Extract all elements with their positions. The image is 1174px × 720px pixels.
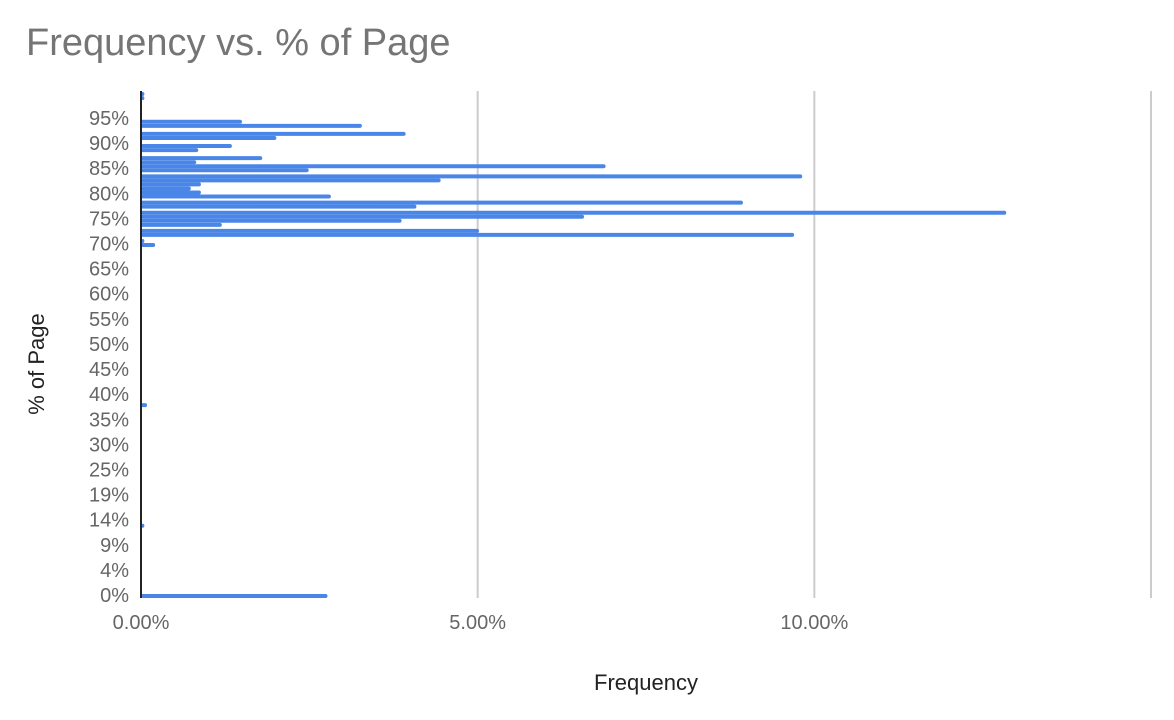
bar (141, 178, 441, 183)
bar (141, 168, 309, 173)
bar (141, 228, 480, 233)
bar (141, 232, 795, 237)
bar (141, 123, 362, 128)
bar (141, 214, 585, 219)
y-tick-label: 50% (89, 334, 129, 356)
bar (141, 135, 277, 140)
y-tick-label: 55% (89, 309, 129, 331)
bar (141, 144, 232, 149)
bar (141, 204, 417, 209)
bar (141, 186, 191, 191)
bar (141, 210, 1007, 215)
bar (141, 194, 331, 199)
y-tick-label: 60% (89, 284, 129, 306)
x-axis-ticks: 0.00% 5.00% 10.00% (113, 612, 849, 634)
bars (141, 92, 1007, 598)
chart-title: Frequency vs. % of Page (26, 22, 451, 64)
y-tick-label: 90% (89, 133, 129, 155)
bar (141, 594, 328, 598)
y-tick-label: 4% (100, 560, 129, 582)
x-tick-label: 10.00% (780, 612, 848, 634)
y-tick-label: 14% (89, 510, 129, 532)
x-tick-label: 5.00% (449, 612, 506, 634)
x-tick-label: 0.00% (113, 612, 170, 634)
bar (141, 222, 222, 227)
y-axis-ticks: 0% 4% 9% 14% 19% 25% 30% 35% 40% 45% 50% 55% 60% 65% 7… (89, 108, 129, 607)
bar (141, 164, 606, 169)
bar (141, 131, 406, 136)
x-axis-title: Frequency (594, 670, 698, 695)
bar (141, 148, 199, 153)
y-tick-label: 65% (89, 259, 129, 281)
bar (141, 403, 148, 408)
y-tick-label: 80% (89, 183, 129, 205)
y-tick-label: 45% (89, 359, 129, 381)
bar (141, 200, 743, 205)
y-tick-label: 0% (100, 585, 129, 607)
y-tick-label: 40% (89, 384, 129, 406)
bar (141, 190, 201, 195)
bar (141, 119, 242, 124)
bar (141, 160, 197, 165)
y-tick-label: 25% (89, 459, 129, 481)
bar (141, 174, 803, 179)
y-tick-label: 19% (89, 485, 129, 507)
y-tick-label: 85% (89, 158, 129, 180)
y-tick-label: 70% (89, 234, 129, 256)
y-tick-label: 75% (89, 208, 129, 230)
y-tick-label: 95% (89, 108, 129, 130)
y-tick-label: 9% (100, 535, 129, 557)
y-axis-title: % of Page (24, 313, 49, 415)
bar (141, 243, 156, 248)
y-tick-label: 30% (89, 434, 129, 456)
bar (141, 156, 263, 161)
bar (141, 182, 201, 187)
bar (141, 218, 402, 223)
y-tick-label: 35% (89, 409, 129, 431)
